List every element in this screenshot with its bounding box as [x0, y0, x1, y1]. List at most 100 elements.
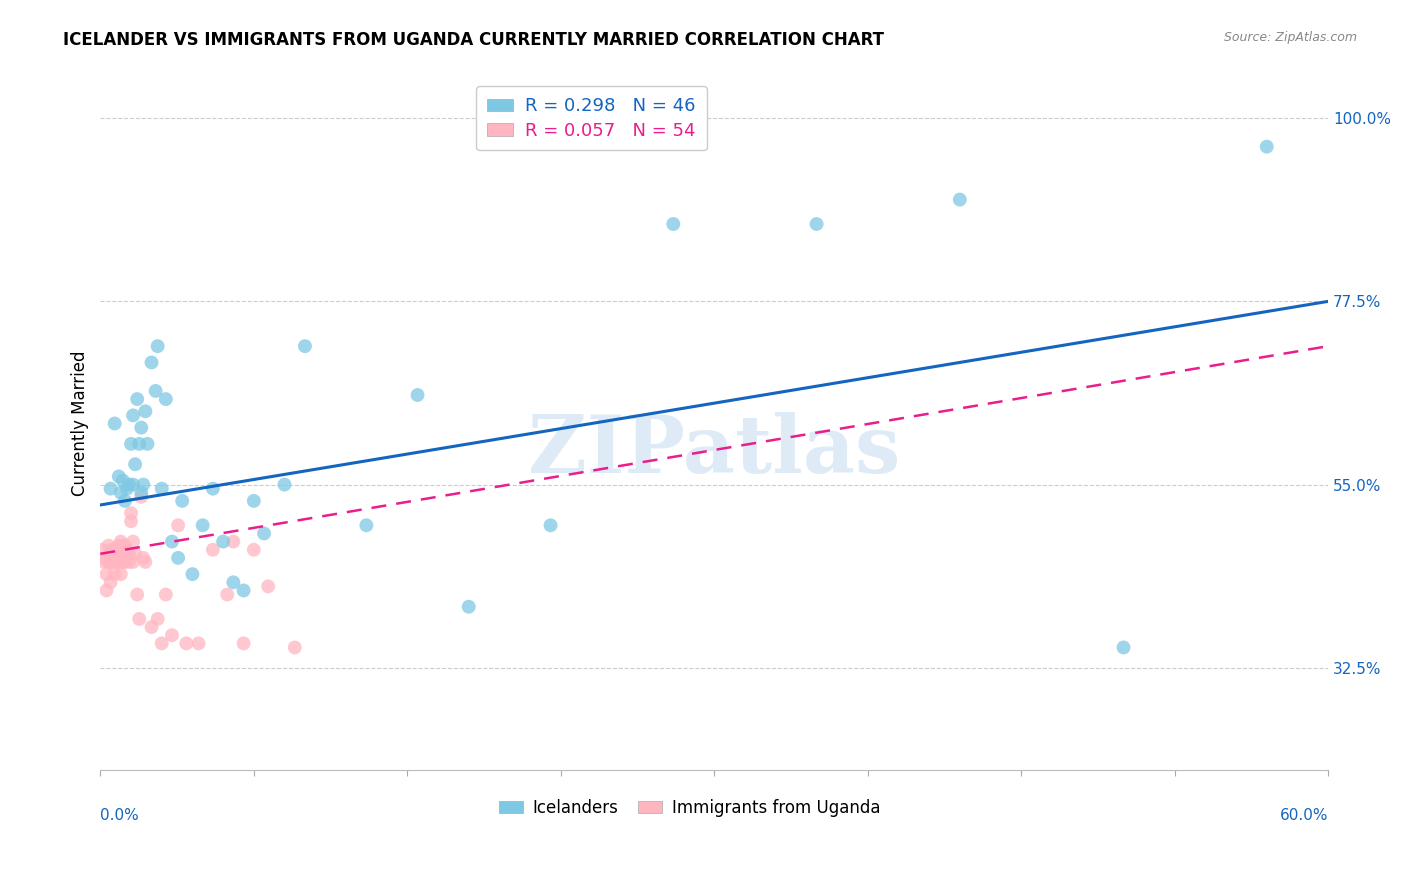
Point [222, 534, 245, 549]
Point [150, 482, 173, 496]
Point [132, 550, 155, 565]
Point [101, 555, 124, 569]
Point [122, 534, 145, 549]
Point [110, 567, 132, 582]
Point [160, 534, 183, 549]
Point [111, 555, 134, 569]
Point [191, 518, 214, 533]
Point [949, 193, 972, 207]
Point [93, 555, 115, 569]
Point [129, 490, 152, 504]
Point [111, 539, 134, 553]
Point [100, 547, 122, 561]
Point [107, 555, 129, 569]
Point [284, 640, 307, 655]
Point [176, 636, 198, 650]
Point [273, 477, 295, 491]
Text: ICELANDER VS IMMIGRANTS FROM UGANDA CURRENTLY MARRIED CORRELATION CHART: ICELANDER VS IMMIGRANTS FROM UGANDA CURR… [63, 31, 884, 49]
Point [104, 567, 127, 582]
Point [105, 555, 128, 569]
Point [110, 485, 132, 500]
Point [114, 494, 136, 508]
Point [129, 485, 152, 500]
Point [141, 620, 163, 634]
Point [212, 534, 235, 549]
Point [96, 567, 118, 582]
Point [118, 477, 141, 491]
Point [1112, 640, 1135, 655]
Point [115, 482, 138, 496]
Point [457, 599, 479, 614]
Y-axis label: Currently Married: Currently Married [72, 351, 89, 496]
Point [146, 339, 169, 353]
Point [128, 612, 150, 626]
Point [181, 567, 204, 582]
Point [114, 555, 136, 569]
Point [540, 518, 562, 533]
Point [294, 339, 316, 353]
Point [232, 583, 254, 598]
Point [124, 457, 146, 471]
Point [97, 539, 120, 553]
Point [104, 542, 127, 557]
Point [127, 587, 149, 601]
Point [167, 518, 190, 533]
Point [100, 555, 122, 569]
Point [257, 579, 280, 593]
Point [107, 550, 129, 565]
Point [662, 217, 685, 231]
Point [232, 636, 254, 650]
Point [201, 482, 224, 496]
Point [201, 542, 224, 557]
Legend: Icelanders, Immigrants from Uganda: Icelanders, Immigrants from Uganda [492, 792, 887, 823]
Point [128, 437, 150, 451]
Point [132, 477, 155, 491]
Point [107, 539, 129, 553]
Point [146, 612, 169, 626]
Point [114, 539, 136, 553]
Point [167, 550, 190, 565]
Point [124, 547, 146, 561]
Point [127, 392, 149, 406]
Point [120, 506, 142, 520]
Point [111, 474, 134, 488]
Point [96, 583, 118, 598]
Text: Source: ZipAtlas.com: Source: ZipAtlas.com [1223, 31, 1357, 45]
Point [134, 555, 156, 569]
Point [134, 404, 156, 418]
Point [243, 542, 266, 557]
Point [155, 587, 177, 601]
Point [155, 392, 177, 406]
Point [141, 355, 163, 369]
Point [91, 542, 114, 557]
Point [122, 477, 145, 491]
Point [145, 384, 167, 398]
Point [172, 494, 194, 508]
Text: 60.0%: 60.0% [1279, 808, 1329, 823]
Point [120, 437, 142, 451]
Point [97, 555, 120, 569]
Point [115, 542, 138, 557]
Point [118, 555, 141, 569]
Text: 0.0%: 0.0% [100, 808, 139, 823]
Point [222, 575, 245, 590]
Point [115, 547, 138, 561]
Point [122, 555, 145, 569]
Point [107, 469, 129, 483]
Point [120, 514, 142, 528]
Point [136, 437, 159, 451]
Point [118, 547, 141, 561]
Point [101, 542, 124, 557]
Point [243, 494, 266, 508]
Point [1256, 139, 1278, 153]
Text: ZIPatlas: ZIPatlas [529, 412, 900, 491]
Point [100, 575, 122, 590]
Point [406, 388, 429, 402]
Point [129, 420, 152, 434]
Point [253, 526, 276, 541]
Point [217, 587, 239, 601]
Point [806, 217, 828, 231]
Point [150, 636, 173, 650]
Point [104, 417, 127, 431]
Point [93, 550, 115, 565]
